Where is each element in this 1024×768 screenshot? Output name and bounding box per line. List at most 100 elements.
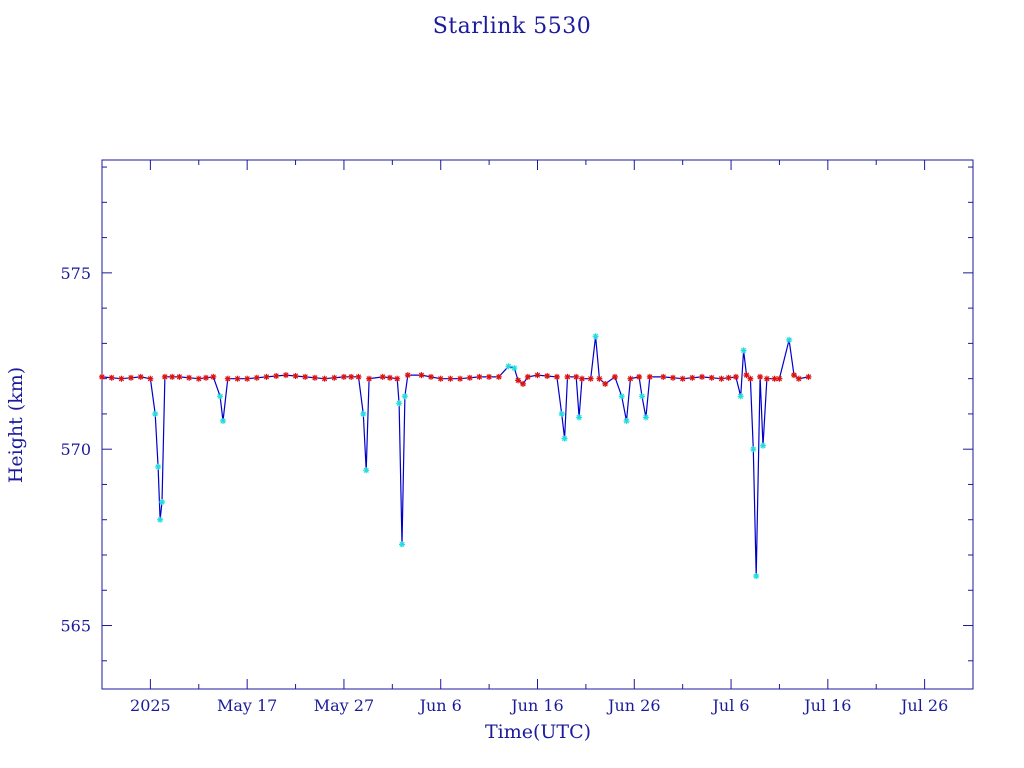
marker-cyan bbox=[760, 442, 766, 449]
marker-red bbox=[273, 373, 280, 379]
marker-red bbox=[321, 375, 328, 382]
marker-red bbox=[161, 373, 168, 380]
marker-stroke bbox=[750, 446, 756, 452]
marker-stroke bbox=[718, 376, 725, 382]
marker-red bbox=[718, 375, 725, 382]
marker-cyan bbox=[786, 336, 793, 343]
marker-stroke bbox=[805, 374, 812, 380]
marker-stroke bbox=[515, 377, 521, 384]
marker-stroke bbox=[534, 372, 541, 378]
marker-stroke bbox=[254, 375, 260, 381]
marker-stroke bbox=[753, 573, 759, 579]
marker-red bbox=[553, 373, 560, 380]
marker-stroke bbox=[169, 374, 175, 380]
x-tick-label: May 17 bbox=[217, 696, 277, 715]
marker-stroke bbox=[743, 372, 750, 378]
marker-red bbox=[573, 373, 580, 380]
marker-red bbox=[587, 375, 594, 382]
marker-stroke bbox=[559, 411, 565, 417]
marker-stroke bbox=[399, 541, 405, 548]
marker-red bbox=[732, 373, 739, 380]
y-tick-label: 565 bbox=[60, 617, 91, 636]
marker-stroke bbox=[402, 393, 408, 399]
marker-stroke bbox=[396, 400, 402, 406]
marker-red bbox=[355, 373, 362, 380]
marker-red bbox=[689, 374, 696, 381]
marker-stroke bbox=[486, 374, 492, 380]
marker-red bbox=[224, 375, 231, 382]
marker-stroke bbox=[639, 393, 645, 399]
marker-red bbox=[195, 375, 202, 382]
marker-red bbox=[679, 375, 686, 382]
x-tick-label: Jul 6 bbox=[711, 696, 750, 715]
marker-stroke bbox=[738, 393, 744, 399]
marker-stroke bbox=[525, 374, 531, 380]
marker-red bbox=[210, 373, 217, 380]
marker-red bbox=[596, 375, 603, 382]
marker-red bbox=[348, 373, 355, 380]
marker-red bbox=[128, 374, 134, 381]
marker-stroke bbox=[544, 373, 550, 379]
marker-cyan bbox=[576, 414, 583, 421]
marker-stroke bbox=[438, 376, 444, 382]
marker-stroke bbox=[576, 414, 582, 421]
marker-stroke bbox=[680, 376, 686, 382]
y-tick-label: 575 bbox=[60, 264, 91, 283]
marker-red bbox=[725, 374, 732, 381]
marker-red bbox=[282, 372, 289, 379]
marker-stroke bbox=[596, 376, 603, 382]
marker-stroke bbox=[791, 372, 797, 378]
marker-stroke bbox=[186, 375, 192, 381]
marker-red bbox=[244, 375, 251, 382]
marker-stroke bbox=[747, 376, 754, 382]
marker-stroke bbox=[360, 411, 366, 417]
marker-stroke bbox=[210, 374, 216, 380]
marker-stroke bbox=[405, 372, 411, 378]
marker-stroke bbox=[760, 443, 766, 449]
x-tick-labels: 2025 May 17 May 27 Jun 6 Jun 16 Jun 26 Jul 6 Ju… bbox=[130, 696, 948, 715]
marker-red bbox=[447, 375, 454, 382]
marker-stroke bbox=[312, 375, 318, 381]
marker-cyan bbox=[623, 418, 630, 424]
marker-red bbox=[564, 373, 571, 380]
x-axis-title: Time(UTC) bbox=[485, 721, 591, 743]
marker-red bbox=[366, 375, 373, 382]
series-line bbox=[101, 336, 809, 577]
marker-stroke bbox=[579, 376, 585, 382]
marker-stroke bbox=[467, 375, 473, 381]
marker-stroke bbox=[554, 374, 560, 380]
marker-stroke bbox=[511, 365, 517, 371]
marker-stroke bbox=[159, 499, 165, 505]
marker-stroke bbox=[709, 375, 715, 381]
marker-cyan bbox=[740, 347, 747, 354]
marker-red bbox=[108, 374, 115, 381]
marker-cyan bbox=[511, 365, 518, 372]
marker-red bbox=[795, 375, 802, 382]
marker-red bbox=[379, 373, 386, 380]
marker-stroke bbox=[387, 375, 393, 381]
marker-red bbox=[457, 375, 464, 382]
marker-stroke bbox=[203, 375, 209, 381]
marker-stroke bbox=[505, 363, 512, 369]
marker-stroke bbox=[162, 374, 168, 380]
marker-stroke bbox=[234, 376, 241, 382]
y-tick-label: 570 bbox=[60, 440, 91, 459]
marker-red bbox=[611, 373, 618, 380]
marker-cyan bbox=[217, 393, 224, 400]
marker-red bbox=[476, 373, 483, 380]
marker-red bbox=[186, 374, 193, 381]
marker-cyan bbox=[363, 467, 370, 474]
marker-cyan bbox=[639, 393, 645, 400]
marker-red bbox=[263, 373, 270, 380]
marker-stroke bbox=[99, 374, 105, 380]
marker-red bbox=[331, 374, 338, 381]
marker-stroke bbox=[363, 467, 369, 473]
marker-red bbox=[340, 373, 347, 380]
marker-stroke bbox=[627, 376, 634, 382]
marker-red bbox=[386, 374, 393, 381]
marker-cyan bbox=[561, 435, 568, 442]
height-markers bbox=[99, 333, 812, 580]
marker-cyan bbox=[152, 410, 159, 417]
marker-cyan bbox=[592, 333, 599, 340]
marker-stroke bbox=[496, 374, 502, 380]
